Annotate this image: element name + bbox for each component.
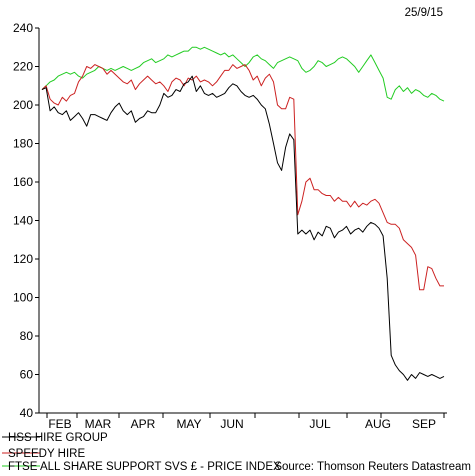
y-tick-label: 200 [13, 98, 33, 112]
x-tick-label: AUG [365, 417, 391, 431]
x-tick-label: SEP [412, 417, 436, 431]
y-tick-label: 80 [20, 329, 34, 343]
legend-label-ftse: FTSE ALL SHARE SUPPORT SVS £ - PRICE IND… [8, 461, 281, 473]
y-tick-label: 100 [13, 291, 33, 305]
x-axis-ticks: FEB MAR APR MAY JUN JUL AUG SEP [46, 413, 445, 431]
y-tick-label: 140 [13, 214, 33, 228]
y-tick-label: 160 [13, 175, 33, 189]
y-tick-label: 240 [13, 21, 33, 35]
chart-date-label: 25/9/15 [405, 7, 443, 19]
x-tick-label: MAY [176, 417, 201, 431]
legend: HSS HIRE GROUP SPEEDY HIRE FTSE ALL SHAR… [2, 432, 281, 473]
x-tick-label: APR [131, 417, 156, 431]
y-tick-label: 60 [20, 368, 34, 382]
x-tick-label: FEB [48, 417, 71, 431]
series-lines [41, 46, 445, 381]
y-tick-label: 180 [13, 137, 33, 151]
y-tick-label: 40 [20, 406, 34, 420]
series-line-1 [41, 64, 444, 291]
source-label: Source: Thomson Reuters Datastream [274, 461, 471, 473]
x-tick-label: MAR [85, 417, 112, 431]
y-axis-ticks: 40 60 80 100 120 140 160 180 200 220 240 [13, 21, 39, 420]
y-tick-label: 120 [13, 252, 33, 266]
legend-label-speedy: SPEEDY HIRE [8, 448, 85, 460]
y-tick-label: 220 [13, 60, 33, 74]
x-tick-label: JUN [220, 417, 243, 431]
series-line-2 [41, 46, 445, 102]
series-line-0 [41, 75, 445, 381]
x-tick-label: JUL [309, 417, 331, 431]
legend-label-hss: HSS HIRE GROUP [8, 432, 108, 444]
